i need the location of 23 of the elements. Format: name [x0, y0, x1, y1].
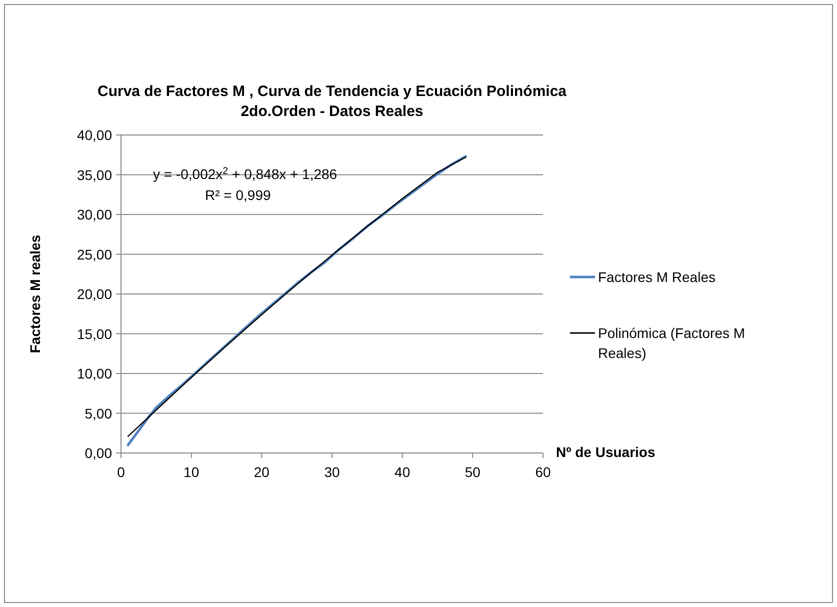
y-tick-label: 40,00 [76, 127, 112, 143]
x-axis-title: Nº de Usuarios [556, 444, 656, 460]
x-tick-label: 40 [394, 464, 410, 480]
y-tick-label: 30,00 [76, 206, 112, 222]
x-tick-label: 60 [535, 464, 551, 480]
y-tick-label: 20,00 [76, 286, 112, 302]
y-tick-label: 10,00 [76, 366, 112, 382]
legend-label: Factores M Reales [598, 269, 716, 285]
y-tick-label: 5,00 [84, 405, 112, 422]
x-tick-label: 50 [464, 464, 481, 480]
y-axis-title: Factores M reales [27, 234, 43, 354]
y-tick-label: 0,00 [84, 445, 112, 461]
y-tick-label: 25,00 [76, 246, 112, 262]
x-tick-label: 20 [254, 464, 270, 480]
y-tick-label: 15,00 [76, 326, 112, 342]
annotation: R² = 0,999 [205, 187, 271, 203]
annotation: y = -0,002x$^{2}$ + 0,848x + 1,286 [153, 166, 338, 182]
x-tick-label: 10 [184, 464, 200, 480]
chart-title: Curva de Factores M , Curva de Tendencia y Ecuación Polinómica 2do.Orden - Datos Reales [97, 83, 568, 120]
y-tick-label: 35,00 [76, 166, 112, 183]
legend-label: Polinómica (Factores M Reales) [598, 325, 746, 361]
x-tick-label: 0 [117, 464, 126, 480]
x-tick-label: 30 [324, 464, 340, 480]
